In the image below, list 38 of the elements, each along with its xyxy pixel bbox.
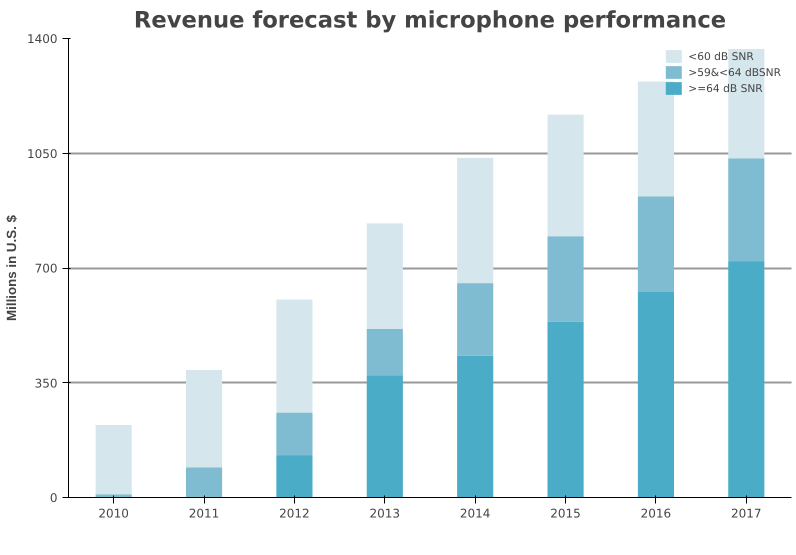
bar bbox=[186, 467, 222, 498]
bar bbox=[366, 375, 403, 498]
y-tick-label: 700 bbox=[34, 262, 58, 276]
bar bbox=[276, 299, 313, 413]
bar bbox=[366, 328, 403, 376]
bar bbox=[457, 356, 494, 498]
y-tick-label: 1050 bbox=[26, 146, 58, 161]
x-tick-label: 2016 bbox=[640, 506, 672, 520]
bar bbox=[547, 236, 584, 322]
x-tick-label: 2011 bbox=[188, 506, 220, 520]
bar bbox=[186, 370, 222, 468]
legend-label: >59&<64 dBSNR bbox=[688, 64, 781, 80]
bar bbox=[547, 322, 584, 498]
y-tick-label: 350 bbox=[34, 376, 58, 390]
legend-label: >=64 dB SNR bbox=[688, 80, 763, 96]
y-tick-label: 1400 bbox=[26, 32, 58, 46]
x-tick-label: 2015 bbox=[550, 506, 581, 520]
bar bbox=[728, 261, 764, 498]
bar bbox=[638, 196, 674, 292]
bar bbox=[276, 456, 313, 498]
bar bbox=[457, 283, 494, 356]
y-tick-label: 0 bbox=[50, 491, 58, 505]
x-tick-label: 2013 bbox=[370, 506, 400, 520]
legend-label: <60 dB SNR bbox=[688, 48, 754, 64]
x-tick-label: 2017 bbox=[731, 506, 762, 520]
bar bbox=[638, 81, 674, 197]
bar bbox=[547, 114, 584, 236]
chart-title: Revenue forecast by microphone performance bbox=[134, 8, 726, 34]
bar bbox=[276, 412, 313, 456]
x-tick-label: 2012 bbox=[279, 506, 310, 520]
bar bbox=[728, 158, 764, 262]
bar bbox=[638, 292, 674, 498]
bar bbox=[96, 425, 132, 495]
bar bbox=[366, 223, 403, 329]
x-tick-label: 2010 bbox=[98, 506, 129, 520]
bar bbox=[457, 158, 494, 284]
y-axis-title: Millions in U.S. $ bbox=[4, 214, 19, 321]
x-tick-label: 2014 bbox=[460, 506, 490, 520]
